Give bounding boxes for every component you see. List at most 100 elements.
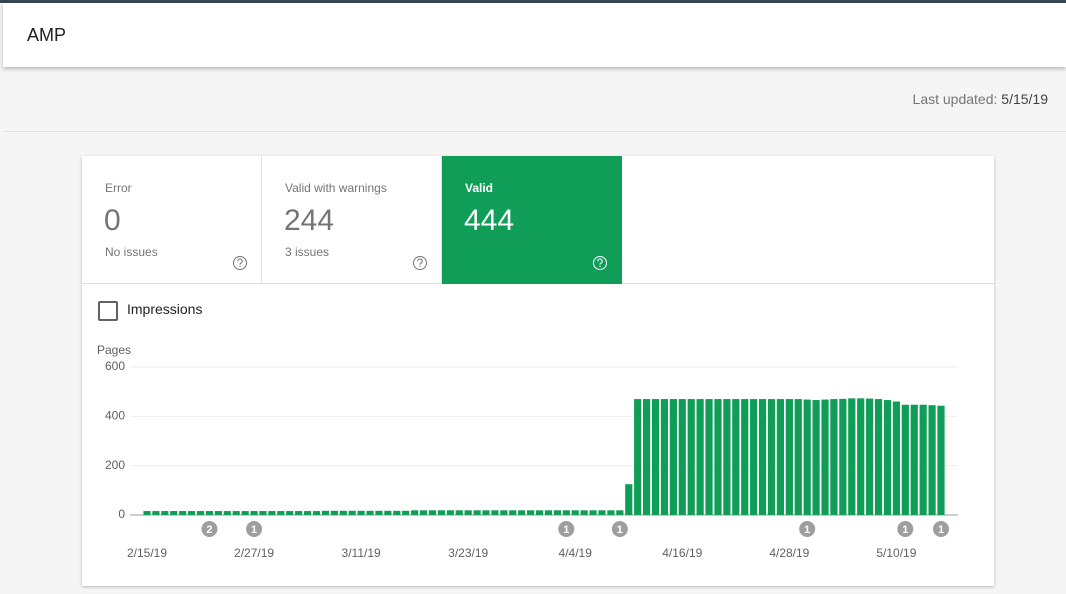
bar bbox=[758, 399, 767, 515]
bar bbox=[286, 511, 294, 515]
bar bbox=[384, 510, 392, 515]
bar bbox=[919, 404, 927, 515]
y-axis-title: Pages bbox=[97, 343, 131, 357]
bar bbox=[866, 398, 874, 515]
bar bbox=[277, 511, 285, 515]
annotation[interactable]: 1 bbox=[933, 521, 949, 537]
annotation[interactable]: 2 bbox=[201, 521, 218, 537]
annotation-label: 1 bbox=[938, 524, 944, 536]
bar bbox=[776, 399, 785, 515]
annotation-marker bbox=[933, 521, 949, 537]
bar bbox=[741, 399, 749, 515]
bar bbox=[660, 399, 669, 515]
bar bbox=[589, 510, 597, 515]
help-icon[interactable] bbox=[232, 255, 248, 271]
bar bbox=[205, 511, 214, 515]
help-icon[interactable] bbox=[592, 255, 608, 271]
header: AMP bbox=[3, 3, 1066, 67]
bar bbox=[910, 404, 918, 515]
bar bbox=[678, 399, 686, 515]
warnings-tile[interactable]: Valid with warnings 244 3 issues bbox=[262, 156, 442, 284]
x-tick-label: 2/15/19 bbox=[127, 546, 167, 560]
bar bbox=[723, 399, 731, 515]
bar bbox=[179, 511, 187, 515]
tile-label: Valid with warnings bbox=[285, 181, 387, 195]
bar bbox=[196, 511, 205, 515]
annotation[interactable]: 1 bbox=[897, 521, 914, 537]
bar bbox=[330, 510, 338, 515]
x-tick-label: 3/23/19 bbox=[448, 546, 488, 560]
x-tick-label: 4/4/19 bbox=[559, 546, 593, 560]
tile-label: Error bbox=[105, 181, 132, 195]
bar bbox=[821, 399, 829, 515]
annotation-label: 1 bbox=[804, 524, 810, 536]
bar bbox=[375, 510, 383, 515]
bar bbox=[794, 399, 802, 515]
bar bbox=[143, 511, 151, 515]
y-tick-label: 0 bbox=[118, 507, 125, 521]
annotation[interactable]: 1 bbox=[558, 521, 575, 537]
x-tick-label: 5/10/19 bbox=[876, 546, 916, 560]
last-updated: Last updated: 5/15/19 bbox=[913, 91, 1048, 107]
bar bbox=[634, 399, 642, 515]
bar bbox=[473, 510, 481, 515]
page-title: AMP bbox=[27, 25, 67, 45]
error-tile[interactable]: Error 0 No issues bbox=[82, 156, 262, 284]
top-bar bbox=[0, 0, 1066, 3]
impressions-checkbox[interactable] bbox=[98, 301, 118, 321]
bar bbox=[232, 511, 240, 515]
bar bbox=[518, 510, 526, 515]
annotation[interactable]: 1 bbox=[246, 521, 263, 537]
bar bbox=[687, 399, 695, 515]
annotation[interactable]: 1 bbox=[799, 521, 816, 537]
bar bbox=[295, 511, 303, 515]
valid-tile[interactable]: Valid 444 bbox=[442, 156, 622, 284]
bar bbox=[651, 399, 660, 515]
help-icon[interactable] bbox=[412, 255, 428, 271]
bar bbox=[812, 400, 820, 515]
bar bbox=[527, 510, 535, 515]
last-updated-label: Last updated: bbox=[912, 91, 998, 107]
bar bbox=[303, 511, 312, 515]
bar bbox=[357, 510, 365, 515]
bar bbox=[250, 511, 258, 515]
annotation-marker bbox=[246, 521, 263, 537]
annotation-marker bbox=[799, 521, 816, 537]
bar bbox=[161, 511, 169, 515]
bar bbox=[428, 510, 437, 515]
bar bbox=[419, 510, 428, 515]
bar bbox=[562, 510, 570, 515]
bar bbox=[321, 510, 330, 515]
bar bbox=[402, 510, 410, 515]
bar bbox=[607, 510, 615, 515]
annotation-marker bbox=[611, 521, 628, 537]
bar bbox=[241, 511, 249, 515]
annotation-label: 1 bbox=[563, 524, 569, 536]
x-tick-label: 4/28/19 bbox=[769, 546, 809, 560]
bar bbox=[803, 399, 811, 515]
bar bbox=[152, 511, 160, 515]
annotation-label: 2 bbox=[206, 524, 212, 536]
bar bbox=[348, 510, 356, 515]
bar bbox=[705, 399, 713, 515]
impressions-label[interactable]: Impressions bbox=[127, 301, 203, 317]
bar bbox=[937, 405, 945, 515]
tile-note: No issues bbox=[105, 245, 158, 259]
bar bbox=[500, 510, 508, 515]
y-tick-label: 600 bbox=[105, 359, 125, 373]
bar bbox=[393, 510, 401, 515]
bar bbox=[446, 510, 454, 515]
bar bbox=[732, 399, 740, 515]
bar bbox=[339, 510, 347, 515]
annotation-marker bbox=[201, 521, 218, 537]
bar bbox=[767, 399, 776, 515]
annotation[interactable]: 1 bbox=[611, 521, 628, 537]
bar bbox=[464, 510, 472, 515]
bar bbox=[509, 510, 517, 515]
bar bbox=[437, 510, 446, 515]
bar bbox=[928, 405, 936, 515]
bar bbox=[839, 398, 847, 515]
bar bbox=[616, 510, 624, 515]
